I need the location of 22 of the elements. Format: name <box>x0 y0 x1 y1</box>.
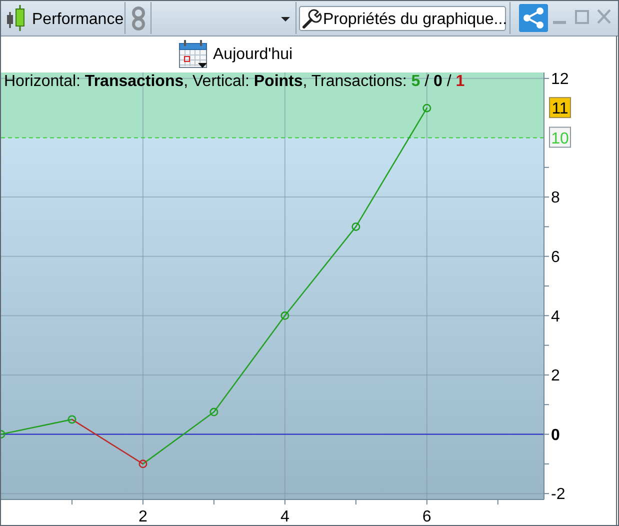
y-tick-label: 12 <box>551 71 569 88</box>
y-tick-label: 0 <box>551 426 560 444</box>
point <box>352 222 360 231</box>
y-tick-label: -2 <box>551 486 566 504</box>
chart-title: Performance <box>32 11 124 28</box>
text: Aujourd'hui <box>213 46 293 63</box>
x-tick-label: 6 <box>422 508 432 526</box>
point <box>422 104 432 112</box>
text: Propriétés du graphique... <box>323 11 508 28</box>
point <box>138 460 148 468</box>
y-tick-label: 6 <box>551 248 560 266</box>
x-tick-label: 4 <box>280 508 290 526</box>
point <box>68 415 76 424</box>
y-tick-label: 4 <box>551 308 560 326</box>
y-tick-label: 8 <box>551 190 560 207</box>
x-tick-label: 2 <box>138 508 148 526</box>
ref-line-label: 10 <box>551 130 569 148</box>
text: Horizontal: Transactions, Vertical: Points, Transactions: 5 / 0 / 1 <box>4 73 465 90</box>
text: 11 <box>552 100 568 118</box>
point <box>280 311 290 320</box>
point <box>210 408 218 416</box>
y-tick-label: 2 <box>551 368 560 385</box>
